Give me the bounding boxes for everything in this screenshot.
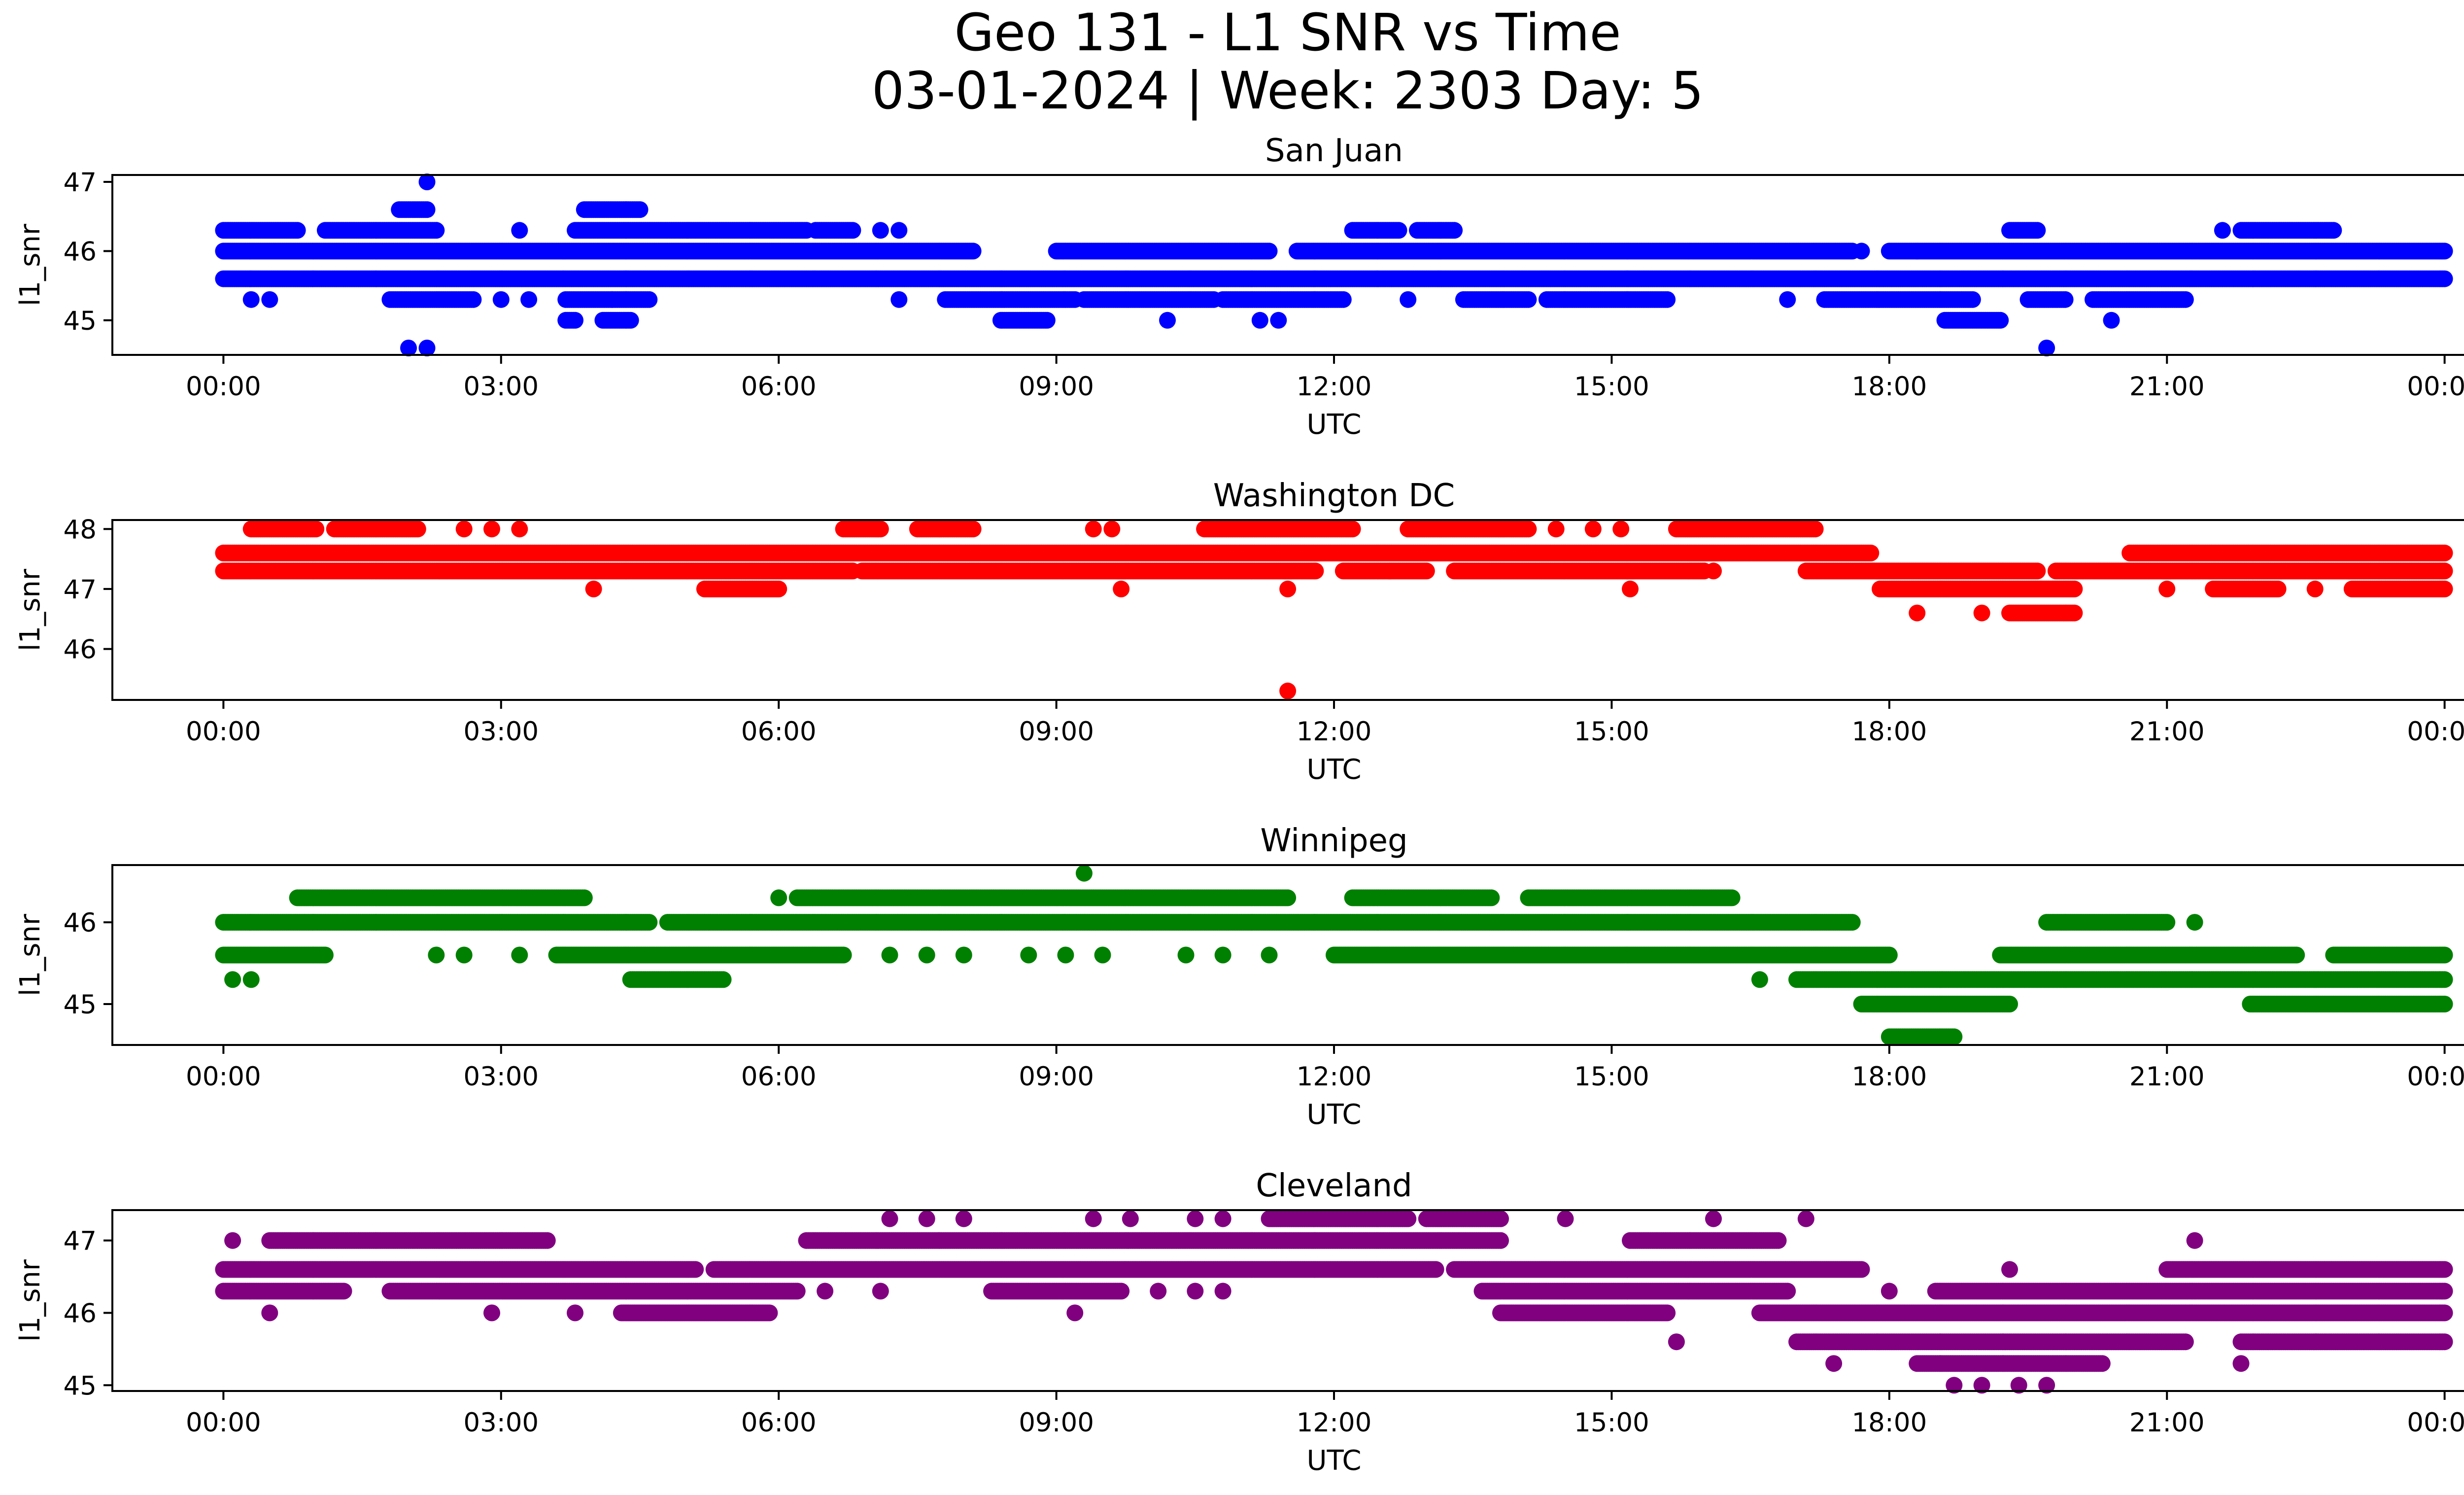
x-tick-label: 00:00 — [2407, 372, 2464, 402]
data-point — [242, 291, 260, 308]
y-tick-label: 47 — [64, 168, 97, 198]
data-point — [1335, 291, 1352, 308]
data-point — [1992, 312, 2009, 329]
data-point — [2038, 340, 2055, 356]
y-axis-label: l1_snr — [14, 223, 46, 306]
data-point — [622, 312, 639, 329]
data-point — [567, 312, 583, 329]
data-point — [492, 291, 510, 308]
data-point — [261, 291, 278, 308]
data-point — [511, 222, 528, 239]
data-point — [1251, 312, 1268, 329]
x-tick-label: 18:00 — [1851, 372, 1927, 402]
data-point — [418, 201, 436, 218]
data-point — [418, 174, 436, 190]
data-point — [1159, 312, 1176, 329]
x-tick-label: 12:00 — [1297, 372, 1372, 402]
data-point — [1270, 312, 1287, 329]
x-tick-label: 15:00 — [1574, 372, 1649, 402]
data-point — [418, 340, 436, 356]
panel-title: San Juan — [1265, 133, 1403, 169]
x-tick-label: 06:00 — [741, 372, 817, 402]
data-point — [400, 340, 417, 356]
x-tick-label: 21:00 — [2129, 372, 2205, 402]
x-axis-label: UTC — [1306, 409, 1361, 441]
data-point — [890, 222, 908, 239]
data-point — [964, 243, 982, 260]
data-point — [2325, 222, 2342, 239]
data-points — [215, 521, 2453, 699]
x-tick-label: 00:00 — [186, 372, 261, 402]
data-point — [1862, 544, 1880, 561]
data-point — [1038, 312, 1056, 329]
data-point — [890, 291, 908, 308]
data-point — [1400, 291, 1417, 308]
data-points — [215, 174, 2453, 356]
y-tick-label: 45 — [64, 306, 97, 336]
data-point — [289, 222, 306, 239]
x-tick-label: 03:00 — [463, 372, 539, 402]
data-point — [1964, 291, 1981, 308]
data-point — [2103, 312, 2120, 329]
figure-title-line1: Geo 131 - L1 SNR vs Time — [954, 2, 1621, 63]
data-point — [631, 201, 649, 218]
data-point — [1446, 222, 1463, 239]
data-point — [2056, 291, 2074, 308]
data-point — [428, 222, 445, 239]
data-point — [1390, 222, 1407, 239]
data-point — [2177, 291, 2194, 308]
data-point — [872, 222, 889, 239]
data-point — [2436, 544, 2453, 561]
figure-title-line2: 03-01-2024 | Week: 2303 Day: 5 — [872, 61, 1704, 121]
data-point — [1659, 291, 1676, 308]
data-point — [2029, 222, 2046, 239]
data-point — [641, 291, 658, 308]
data-point — [1909, 243, 1926, 260]
data-point — [2436, 270, 2453, 287]
data-point — [604, 291, 621, 308]
data-point — [2436, 243, 2453, 260]
data-point — [844, 222, 861, 239]
data-point — [465, 291, 482, 308]
data-point — [2214, 222, 2231, 239]
data-point — [1261, 243, 1278, 260]
x-tick-label: 09:00 — [1019, 372, 1094, 402]
data-point — [1520, 291, 1537, 308]
data-point — [1853, 243, 1870, 260]
chart-panel: San Juan 00:00 03:00 06:00 09:00 12:00 15:00 18… — [14, 133, 2464, 441]
chart-panels: San Juan 00:00 03:00 06:00 09:00 12:00 15:00 18… — [14, 133, 2464, 1477]
data-point — [520, 291, 538, 308]
y-tick-label: 46 — [64, 237, 97, 267]
data-point — [1779, 291, 1796, 308]
